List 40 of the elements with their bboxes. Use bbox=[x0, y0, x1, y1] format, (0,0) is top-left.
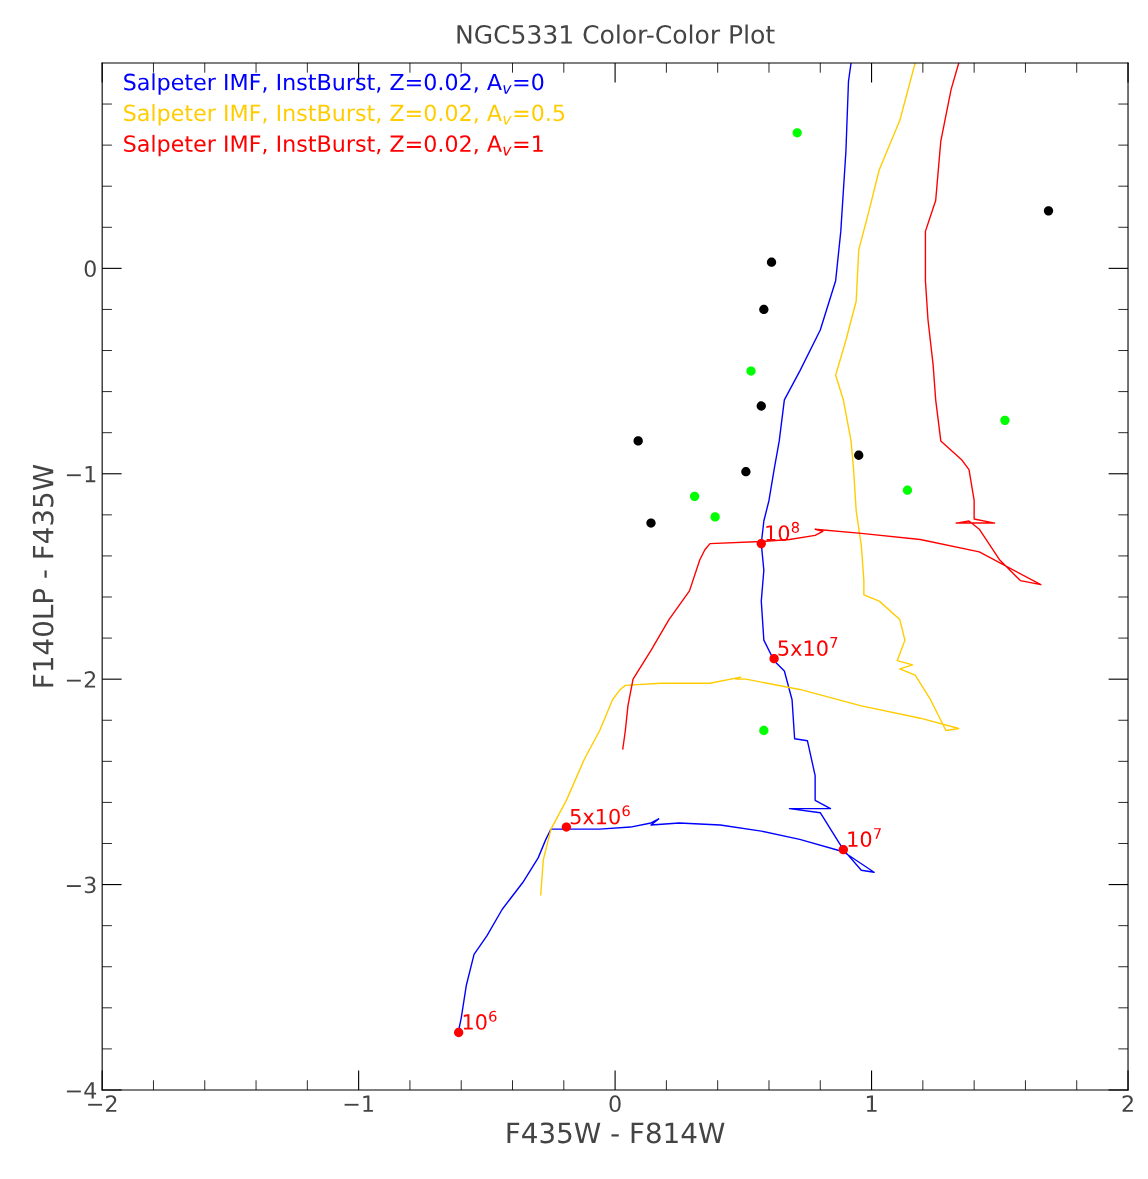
point bbox=[454, 1027, 464, 1038]
point bbox=[766, 257, 777, 267]
annotation: 10$^{8}$ bbox=[766, 521, 800, 541]
x-tick-label: −1 bbox=[344, 1095, 373, 1112]
annotation: 5x10$^{6}$ bbox=[570, 805, 630, 825]
point bbox=[1000, 415, 1010, 426]
point bbox=[854, 450, 864, 460]
x-tick-label: 1 bbox=[866, 1095, 877, 1112]
point bbox=[561, 822, 572, 832]
line-series bbox=[622, 62, 1042, 750]
point bbox=[756, 401, 766, 411]
point bbox=[710, 512, 720, 522]
y-tick-label: −2 bbox=[66, 671, 96, 688]
point bbox=[633, 436, 643, 446]
annotation: 10$^{6}$ bbox=[463, 1010, 497, 1030]
point bbox=[756, 538, 766, 549]
chart-title: NGC5331 Color-Color Plot bbox=[457, 24, 775, 44]
point bbox=[646, 518, 656, 528]
point bbox=[838, 845, 849, 855]
x-tick-label: 2 bbox=[1122, 1095, 1133, 1112]
point bbox=[769, 653, 779, 664]
text: Salpeter IMF, InstBurst, Z=0.02, A$_{v}$=0.5 bbox=[124, 104, 565, 126]
point bbox=[689, 491, 700, 502]
y-tick-label: 0 bbox=[84, 260, 96, 278]
x-tick-label: 0 bbox=[609, 1095, 621, 1113]
y-tick-label: −3 bbox=[66, 876, 96, 894]
point bbox=[792, 128, 802, 138]
point bbox=[746, 366, 756, 376]
x-axis-title: F435W - F814W bbox=[507, 1122, 725, 1144]
y-axis-title: F140LP - F435W bbox=[32, 464, 54, 687]
annotation: 5x10$^{7}$ bbox=[778, 637, 838, 657]
text: Salpeter IMF, InstBurst, Z=0.02, A$_{v}$=1 bbox=[124, 134, 543, 157]
point bbox=[1043, 206, 1054, 216]
point bbox=[902, 485, 913, 495]
annotation: 10$^{7}$ bbox=[848, 828, 881, 848]
point bbox=[759, 725, 769, 736]
y-tick-label: −1 bbox=[66, 466, 96, 483]
point bbox=[741, 467, 751, 477]
text: Salpeter IMF, InstBurst, Z=0.02, A$_{v}$=0 bbox=[124, 73, 544, 95]
point bbox=[759, 304, 769, 315]
